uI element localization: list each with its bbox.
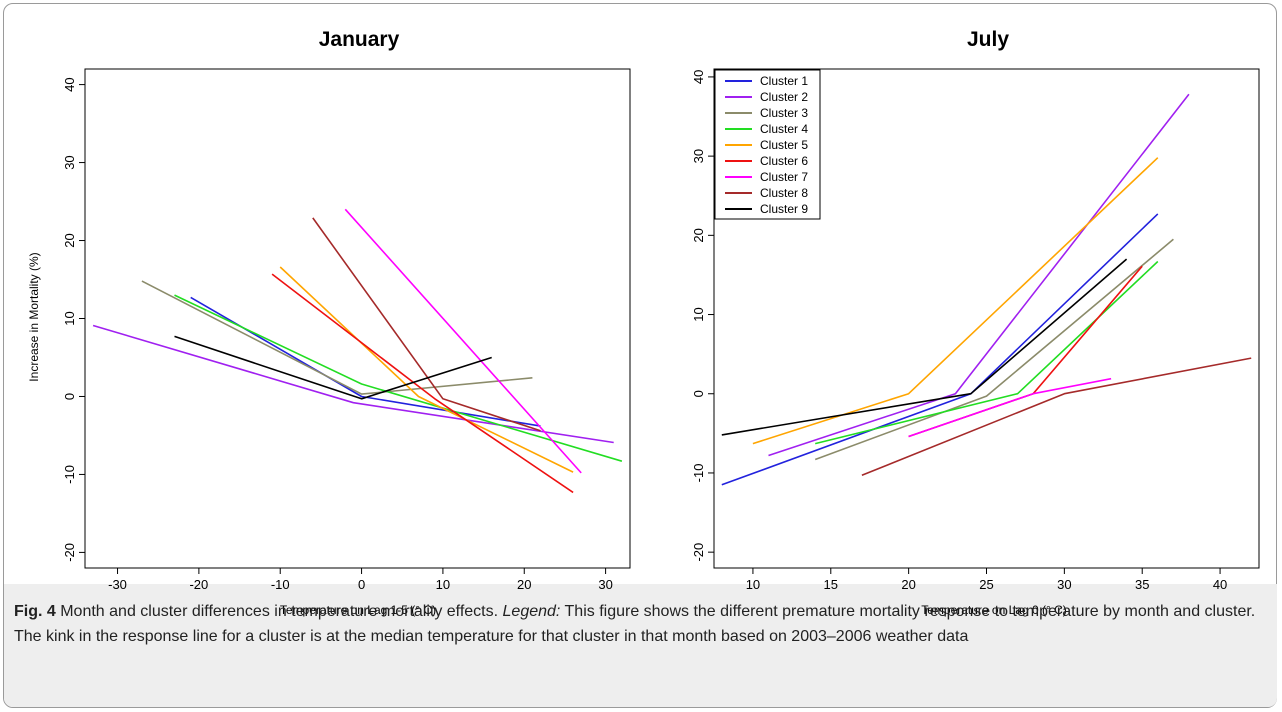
x-tick-label: 20: [901, 577, 915, 592]
legend-label: Cluster 5: [760, 138, 808, 152]
caption-text-1: Month and cluster differences in tempera…: [55, 603, 503, 620]
chart-january: January -30 -20 -10 0 10 20 30-20-10010203040 …: [27, 28, 631, 617]
chart-title-july: July: [967, 28, 1009, 51]
x-tick-label: 15: [824, 577, 838, 592]
y-tick-label: -20: [691, 543, 706, 562]
x-tick-label: 10: [746, 577, 760, 592]
y-tick-label: -20: [62, 543, 77, 562]
caption-background: [4, 584, 1277, 707]
series-line-july-cluster-8: [861, 357, 1252, 477]
series-line-july-cluster-9: [721, 258, 1128, 436]
y-tick-label: 20: [62, 233, 77, 247]
legend-label: Cluster 6: [760, 154, 808, 168]
x-tick-label: 35: [1135, 577, 1149, 592]
series-line-january-cluster-3: [141, 280, 533, 395]
plot-box-january: [84, 68, 631, 569]
axis-ticks-july: 10 15 20 25 30 35 40 -20 -10 0 10 20 30 40: [691, 70, 1227, 592]
y-tick-label: 30: [62, 155, 77, 169]
x-tick-label: -20: [189, 577, 208, 592]
axis-ticks-january: -30 -20 -10 0 10 20 30 -20 -10 0 10 20 30 40: [62, 77, 613, 592]
y-axis-label-january: Increase in Mortality (%): [27, 252, 41, 381]
legend-label: Cluster 4: [760, 122, 808, 136]
series-line-january-cluster-8: [312, 217, 541, 432]
series-lines-july: [721, 93, 1252, 486]
x-axis-label-july: Temperature on Lag 0 (° C): [921, 603, 1067, 617]
series-line-july-cluster-5: [752, 157, 1159, 445]
legend-label: Cluster 1: [760, 74, 808, 88]
series-line-july-cluster-3: [814, 238, 1174, 461]
chart-title-january: January: [319, 28, 400, 51]
y-tick-label: 10: [691, 307, 706, 321]
x-tick-label: 10: [436, 577, 450, 592]
legend-label: Cluster 7: [760, 170, 808, 184]
caption-label: Fig. 4: [14, 603, 56, 620]
x-tick-label: 30: [1057, 577, 1071, 592]
series-line-january-cluster-4: [174, 294, 623, 462]
x-tick-label: -30: [108, 577, 127, 592]
legend-label: Cluster 8: [760, 186, 808, 200]
series-lines-january: [92, 208, 623, 494]
legend-label: Cluster 3: [760, 106, 808, 120]
series-line-january-cluster-9: [174, 335, 492, 400]
x-tick-label: 25: [979, 577, 993, 592]
caption-text-2: This figure shows the different prematur…: [14, 603, 1256, 645]
series-line-january-cluster-2: [92, 324, 614, 444]
series-line-july-cluster-7: [908, 377, 1112, 438]
series-line-january-cluster-7: [344, 208, 582, 474]
y-tick-label: 40: [691, 70, 706, 84]
legend-label: Cluster 2: [760, 90, 808, 104]
x-axis-label-january: Temperature on Lag 1-5 (° C): [280, 603, 436, 617]
series-line-july-cluster-6: [908, 265, 1143, 438]
caption-legend-word: Legend:: [502, 603, 561, 620]
y-tick-label: 0: [691, 390, 706, 397]
series-line-july-cluster-4: [815, 260, 1159, 445]
x-tick-label: 0: [358, 577, 365, 592]
y-tick-label: 0: [62, 393, 77, 400]
x-tick-label: 20: [517, 577, 531, 592]
y-tick-label: 10: [62, 311, 77, 325]
y-tick-label: -10: [691, 464, 706, 483]
legend-july: Cluster 1 Cluster 2 Cluster 3 Cluster 4 Clus…: [714, 69, 821, 220]
series-line-july-cluster-2: [768, 93, 1190, 457]
y-tick-label: 20: [691, 228, 706, 242]
series-line-january-cluster-1: [190, 296, 541, 427]
series-line-january-cluster-5: [279, 266, 574, 473]
series-line-january-cluster-6: [271, 273, 574, 494]
x-tick-label: 30: [598, 577, 612, 592]
y-tick-label: -10: [62, 465, 77, 484]
x-tick-label: 40: [1213, 577, 1227, 592]
chart-july: July 10 15 20 25 30 35 40 -20 -10 0 10 20 30 40 Tempe…: [691, 28, 1260, 617]
x-tick-label: -10: [271, 577, 290, 592]
figure-caption: Fig. 4 Month and cluster differences in …: [14, 600, 1264, 649]
y-tick-label: 40: [62, 77, 77, 91]
y-tick-label: 30: [691, 149, 706, 163]
legend-label: Cluster 9: [760, 202, 808, 216]
